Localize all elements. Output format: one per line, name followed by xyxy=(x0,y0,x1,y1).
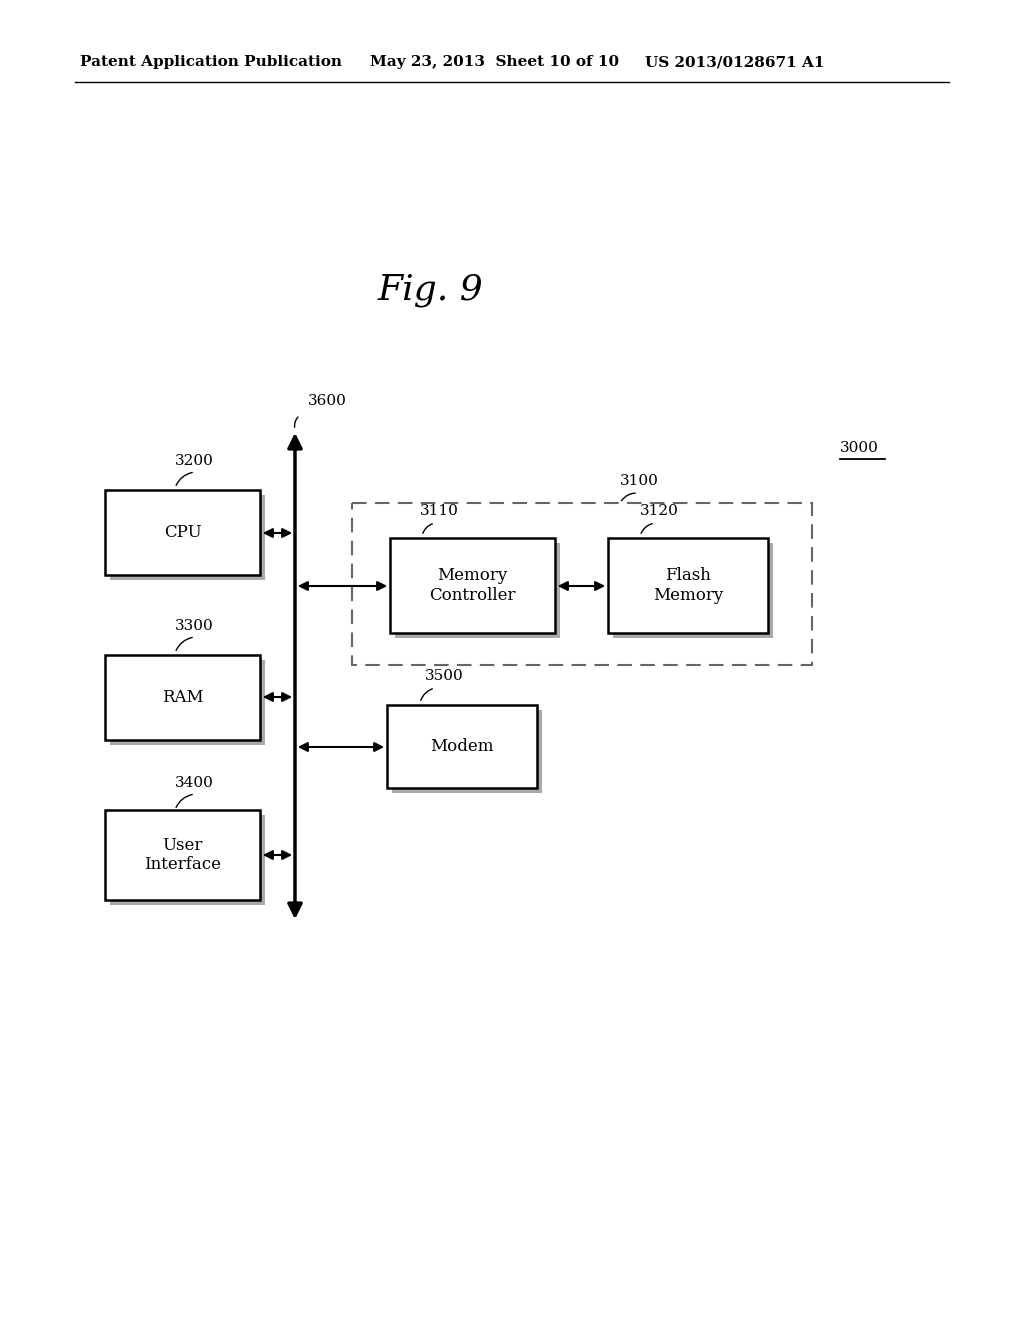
Text: 3200: 3200 xyxy=(175,454,214,469)
Text: 3300: 3300 xyxy=(175,619,214,634)
Text: May 23, 2013  Sheet 10 of 10: May 23, 2013 Sheet 10 of 10 xyxy=(370,55,620,69)
Text: US 2013/0128671 A1: US 2013/0128671 A1 xyxy=(645,55,824,69)
Text: 3500: 3500 xyxy=(425,669,464,682)
Text: Fig. 9: Fig. 9 xyxy=(377,273,483,308)
Bar xyxy=(110,495,265,579)
Text: 3600: 3600 xyxy=(308,393,347,408)
Text: Modem: Modem xyxy=(430,738,494,755)
Text: CPU: CPU xyxy=(164,524,202,541)
Bar xyxy=(105,810,260,900)
Text: 3000: 3000 xyxy=(840,441,879,455)
Text: 3100: 3100 xyxy=(620,474,658,488)
Text: RAM: RAM xyxy=(162,689,204,706)
Bar xyxy=(608,539,768,634)
Text: 3400: 3400 xyxy=(175,776,214,789)
Text: Memory
Controller: Memory Controller xyxy=(429,568,516,603)
Text: Flash
Memory: Flash Memory xyxy=(653,568,723,603)
Bar xyxy=(395,543,560,638)
Text: 3120: 3120 xyxy=(640,504,679,517)
Bar xyxy=(392,710,542,793)
Bar xyxy=(613,543,773,638)
Bar xyxy=(390,539,555,634)
Text: Patent Application Publication: Patent Application Publication xyxy=(80,55,342,69)
Bar xyxy=(387,705,537,788)
Bar xyxy=(105,490,260,576)
Text: User
Interface: User Interface xyxy=(144,837,221,874)
Bar xyxy=(110,814,265,906)
Bar xyxy=(110,660,265,744)
Text: 3110: 3110 xyxy=(420,504,459,517)
Bar xyxy=(352,503,812,665)
Bar xyxy=(105,655,260,741)
